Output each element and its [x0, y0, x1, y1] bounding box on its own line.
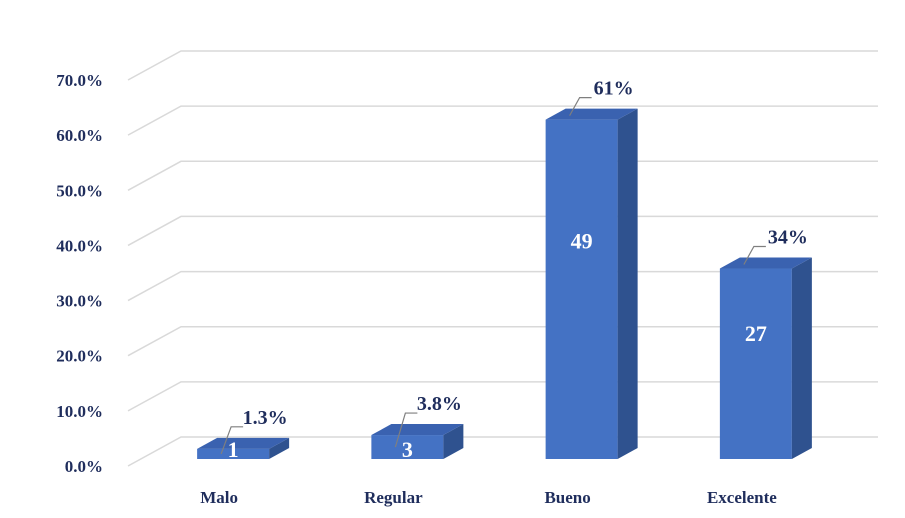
gridline: [127, 381, 878, 412]
bars: 11.3% 33.8% 49 61% 27 34%: [197, 78, 812, 462]
y-axis: 0.0% 10.0% 20.0% 30.0% 40.0% 50.0% 60.0% 70.0%: [56, 71, 103, 476]
y-tick-label: 30.0%: [56, 292, 103, 311]
x-axis: Malo Regular Bueno Excelente: [200, 488, 777, 507]
leader-line: [743, 245, 766, 265]
leader-line: [394, 412, 418, 448]
bar: 27 34%: [719, 227, 812, 459]
grid: [127, 50, 878, 467]
bar-count-label: 49: [571, 229, 593, 254]
gridline: [127, 325, 878, 357]
y-tick-label: 10.0%: [56, 402, 103, 421]
y-tick-label: 50.0%: [56, 181, 103, 200]
x-tick-label: Malo: [200, 488, 238, 507]
bar-percent-label: 3.8%: [417, 393, 462, 415]
bar-percent-label: 34%: [768, 227, 808, 249]
bar-percent-label: 61%: [594, 78, 634, 100]
gridline: [127, 160, 878, 191]
bar-top: [545, 108, 638, 120]
bar-count-label: 27: [745, 321, 767, 346]
y-tick-label: 60.0%: [56, 126, 103, 145]
y-tick-label: 20.0%: [56, 347, 103, 366]
x-tick-label: Excelente: [707, 488, 777, 507]
bar: 11.3%: [197, 407, 290, 462]
bar: 33.8%: [371, 393, 464, 462]
bar-top: [719, 257, 812, 269]
bar-side: [269, 437, 290, 459]
leader-line: [220, 426, 244, 455]
y-tick-label: 40.0%: [56, 236, 103, 255]
gridline: [127, 215, 878, 247]
bar-front: [371, 435, 444, 459]
bar-front: [719, 268, 792, 459]
bar-side: [443, 424, 464, 459]
bar-top: [371, 424, 464, 436]
bar: 49 61%: [545, 78, 638, 459]
bar-side: [617, 108, 638, 459]
gridline: [127, 436, 878, 467]
x-tick-label: Regular: [364, 488, 423, 507]
bar-front: [545, 119, 618, 459]
leader-line: [569, 97, 592, 116]
y-tick-label: 70.0%: [56, 71, 103, 90]
bar-percent-label: 1.3%: [243, 407, 288, 429]
bar-count-label: 3: [402, 437, 413, 462]
bar-front: [197, 448, 270, 459]
bar-top: [197, 437, 290, 449]
gridline: [127, 105, 878, 136]
gridline: [127, 270, 878, 302]
gridline: [127, 50, 878, 81]
bar-count-label: 1: [228, 437, 239, 462]
x-tick-label: Bueno: [544, 488, 590, 507]
y-tick-label: 0.0%: [65, 457, 103, 476]
bar-side: [791, 257, 812, 459]
